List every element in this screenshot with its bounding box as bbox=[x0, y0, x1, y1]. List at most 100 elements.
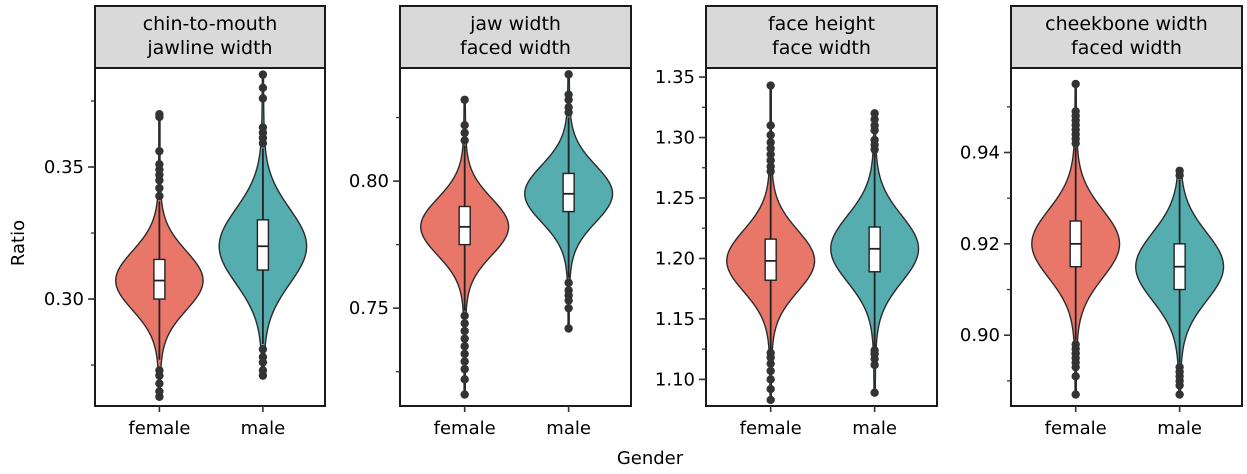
y-tick-label: 0.75 bbox=[349, 298, 389, 319]
outlier-point bbox=[870, 360, 879, 370]
outlier-point bbox=[766, 81, 775, 90]
outlier-point bbox=[258, 352, 268, 362]
panel-title-line: cheekbone width bbox=[1045, 13, 1208, 35]
outlier-point bbox=[870, 388, 879, 397]
outlier-point bbox=[564, 70, 573, 79]
outlier-point bbox=[766, 366, 775, 376]
outlier-point bbox=[766, 156, 775, 165]
outlier-point bbox=[460, 120, 469, 130]
outlier-point bbox=[460, 334, 469, 343]
outlier-point bbox=[564, 90, 573, 99]
x-tick-label: male bbox=[241, 418, 286, 439]
outlier-point bbox=[460, 311, 469, 320]
outlier-point bbox=[460, 136, 469, 145]
outlier-point bbox=[155, 191, 164, 201]
outlier-point bbox=[460, 319, 469, 328]
outlier-point bbox=[1071, 79, 1080, 89]
y-tick-label: 0.80 bbox=[349, 171, 389, 192]
y-tick-label: 1.20 bbox=[655, 248, 695, 269]
outlier-point bbox=[766, 162, 775, 171]
outlier-point bbox=[460, 342, 469, 351]
outlier-point bbox=[258, 83, 268, 93]
x-tick-label: female bbox=[128, 418, 190, 439]
y-axis-title: Ratio bbox=[8, 220, 29, 266]
panel-strip bbox=[94, 5, 326, 69]
outlier-point bbox=[155, 379, 164, 388]
outlier-point bbox=[870, 346, 879, 355]
x-tick-label: female bbox=[1045, 418, 1107, 439]
violin-group-female: female bbox=[726, 81, 816, 439]
iqr-box bbox=[153, 258, 166, 300]
outlier-point bbox=[1175, 166, 1184, 175]
panel-title-line: jaw width bbox=[469, 13, 561, 35]
outlier-point bbox=[564, 303, 573, 313]
violin-group-female: female bbox=[420, 95, 510, 439]
panel-title-line: faced width bbox=[460, 37, 571, 59]
y-tick-label: 0.30 bbox=[44, 289, 84, 310]
outlier-point bbox=[258, 70, 268, 79]
violin-group-female: female bbox=[1031, 79, 1121, 439]
outlier-point bbox=[258, 123, 268, 132]
iqr-box bbox=[562, 172, 575, 213]
violin-group-female: female bbox=[114, 110, 204, 439]
outlier-point bbox=[870, 135, 879, 145]
x-tick-label: male bbox=[852, 418, 897, 439]
panel-title-line: faced width bbox=[1071, 37, 1182, 59]
x-tick-label: female bbox=[434, 418, 496, 439]
outlier-point bbox=[155, 366, 164, 375]
outlier-point bbox=[460, 357, 469, 366]
outlier-point bbox=[1071, 107, 1080, 116]
outlier-point bbox=[155, 146, 164, 156]
outlier-point bbox=[870, 121, 879, 130]
outlier-point bbox=[258, 345, 268, 354]
violin-group-male: male bbox=[830, 109, 920, 439]
outlier-point bbox=[766, 121, 775, 130]
outlier-point bbox=[460, 326, 469, 336]
outlier-point bbox=[766, 138, 775, 147]
outlier-point bbox=[870, 115, 879, 124]
panel-strip bbox=[1010, 5, 1243, 69]
outlier-point bbox=[766, 348, 775, 357]
outlier-point bbox=[564, 286, 573, 295]
y-tick-label: 1.10 bbox=[655, 369, 695, 390]
y-tick-label: 1.25 bbox=[655, 188, 695, 209]
y-tick-label: 0.35 bbox=[44, 157, 84, 178]
outlier-point bbox=[564, 278, 573, 287]
iqr-box bbox=[256, 219, 270, 271]
outlier-point bbox=[460, 349, 469, 359]
x-tick-label: male bbox=[1157, 418, 1202, 439]
x-tick-label: male bbox=[546, 418, 591, 439]
panel-strip bbox=[705, 5, 938, 69]
iqr-box bbox=[458, 205, 471, 246]
outlier-point bbox=[460, 128, 469, 138]
panel-title-line: chin-to-mouth bbox=[143, 13, 278, 35]
outlier-point bbox=[460, 364, 469, 374]
outlier-point bbox=[1071, 372, 1080, 381]
outlier-point bbox=[155, 183, 164, 193]
outlier-point bbox=[1175, 390, 1184, 399]
outlier-point bbox=[766, 384, 775, 394]
outlier-point bbox=[258, 94, 268, 103]
outlier-point bbox=[766, 130, 775, 140]
y-tick-label: 0.92 bbox=[960, 234, 1000, 255]
violin-group-male: male bbox=[1135, 166, 1225, 439]
x-axis-title: Gender bbox=[617, 448, 684, 469]
panel-title-line: face width bbox=[772, 37, 871, 59]
y-tick-label: 1.35 bbox=[655, 67, 695, 88]
outlier-point bbox=[1071, 340, 1080, 349]
outlier-point bbox=[258, 366, 268, 375]
outlier-point bbox=[1175, 362, 1184, 372]
outlier-point bbox=[766, 359, 775, 368]
outlier-point bbox=[155, 387, 164, 396]
outlier-point bbox=[460, 95, 469, 104]
outlier-point bbox=[766, 375, 775, 384]
y-tick-label: 0.90 bbox=[960, 325, 1000, 346]
y-tick-label: 1.15 bbox=[655, 309, 695, 330]
y-tick-label: 1.30 bbox=[655, 128, 695, 149]
